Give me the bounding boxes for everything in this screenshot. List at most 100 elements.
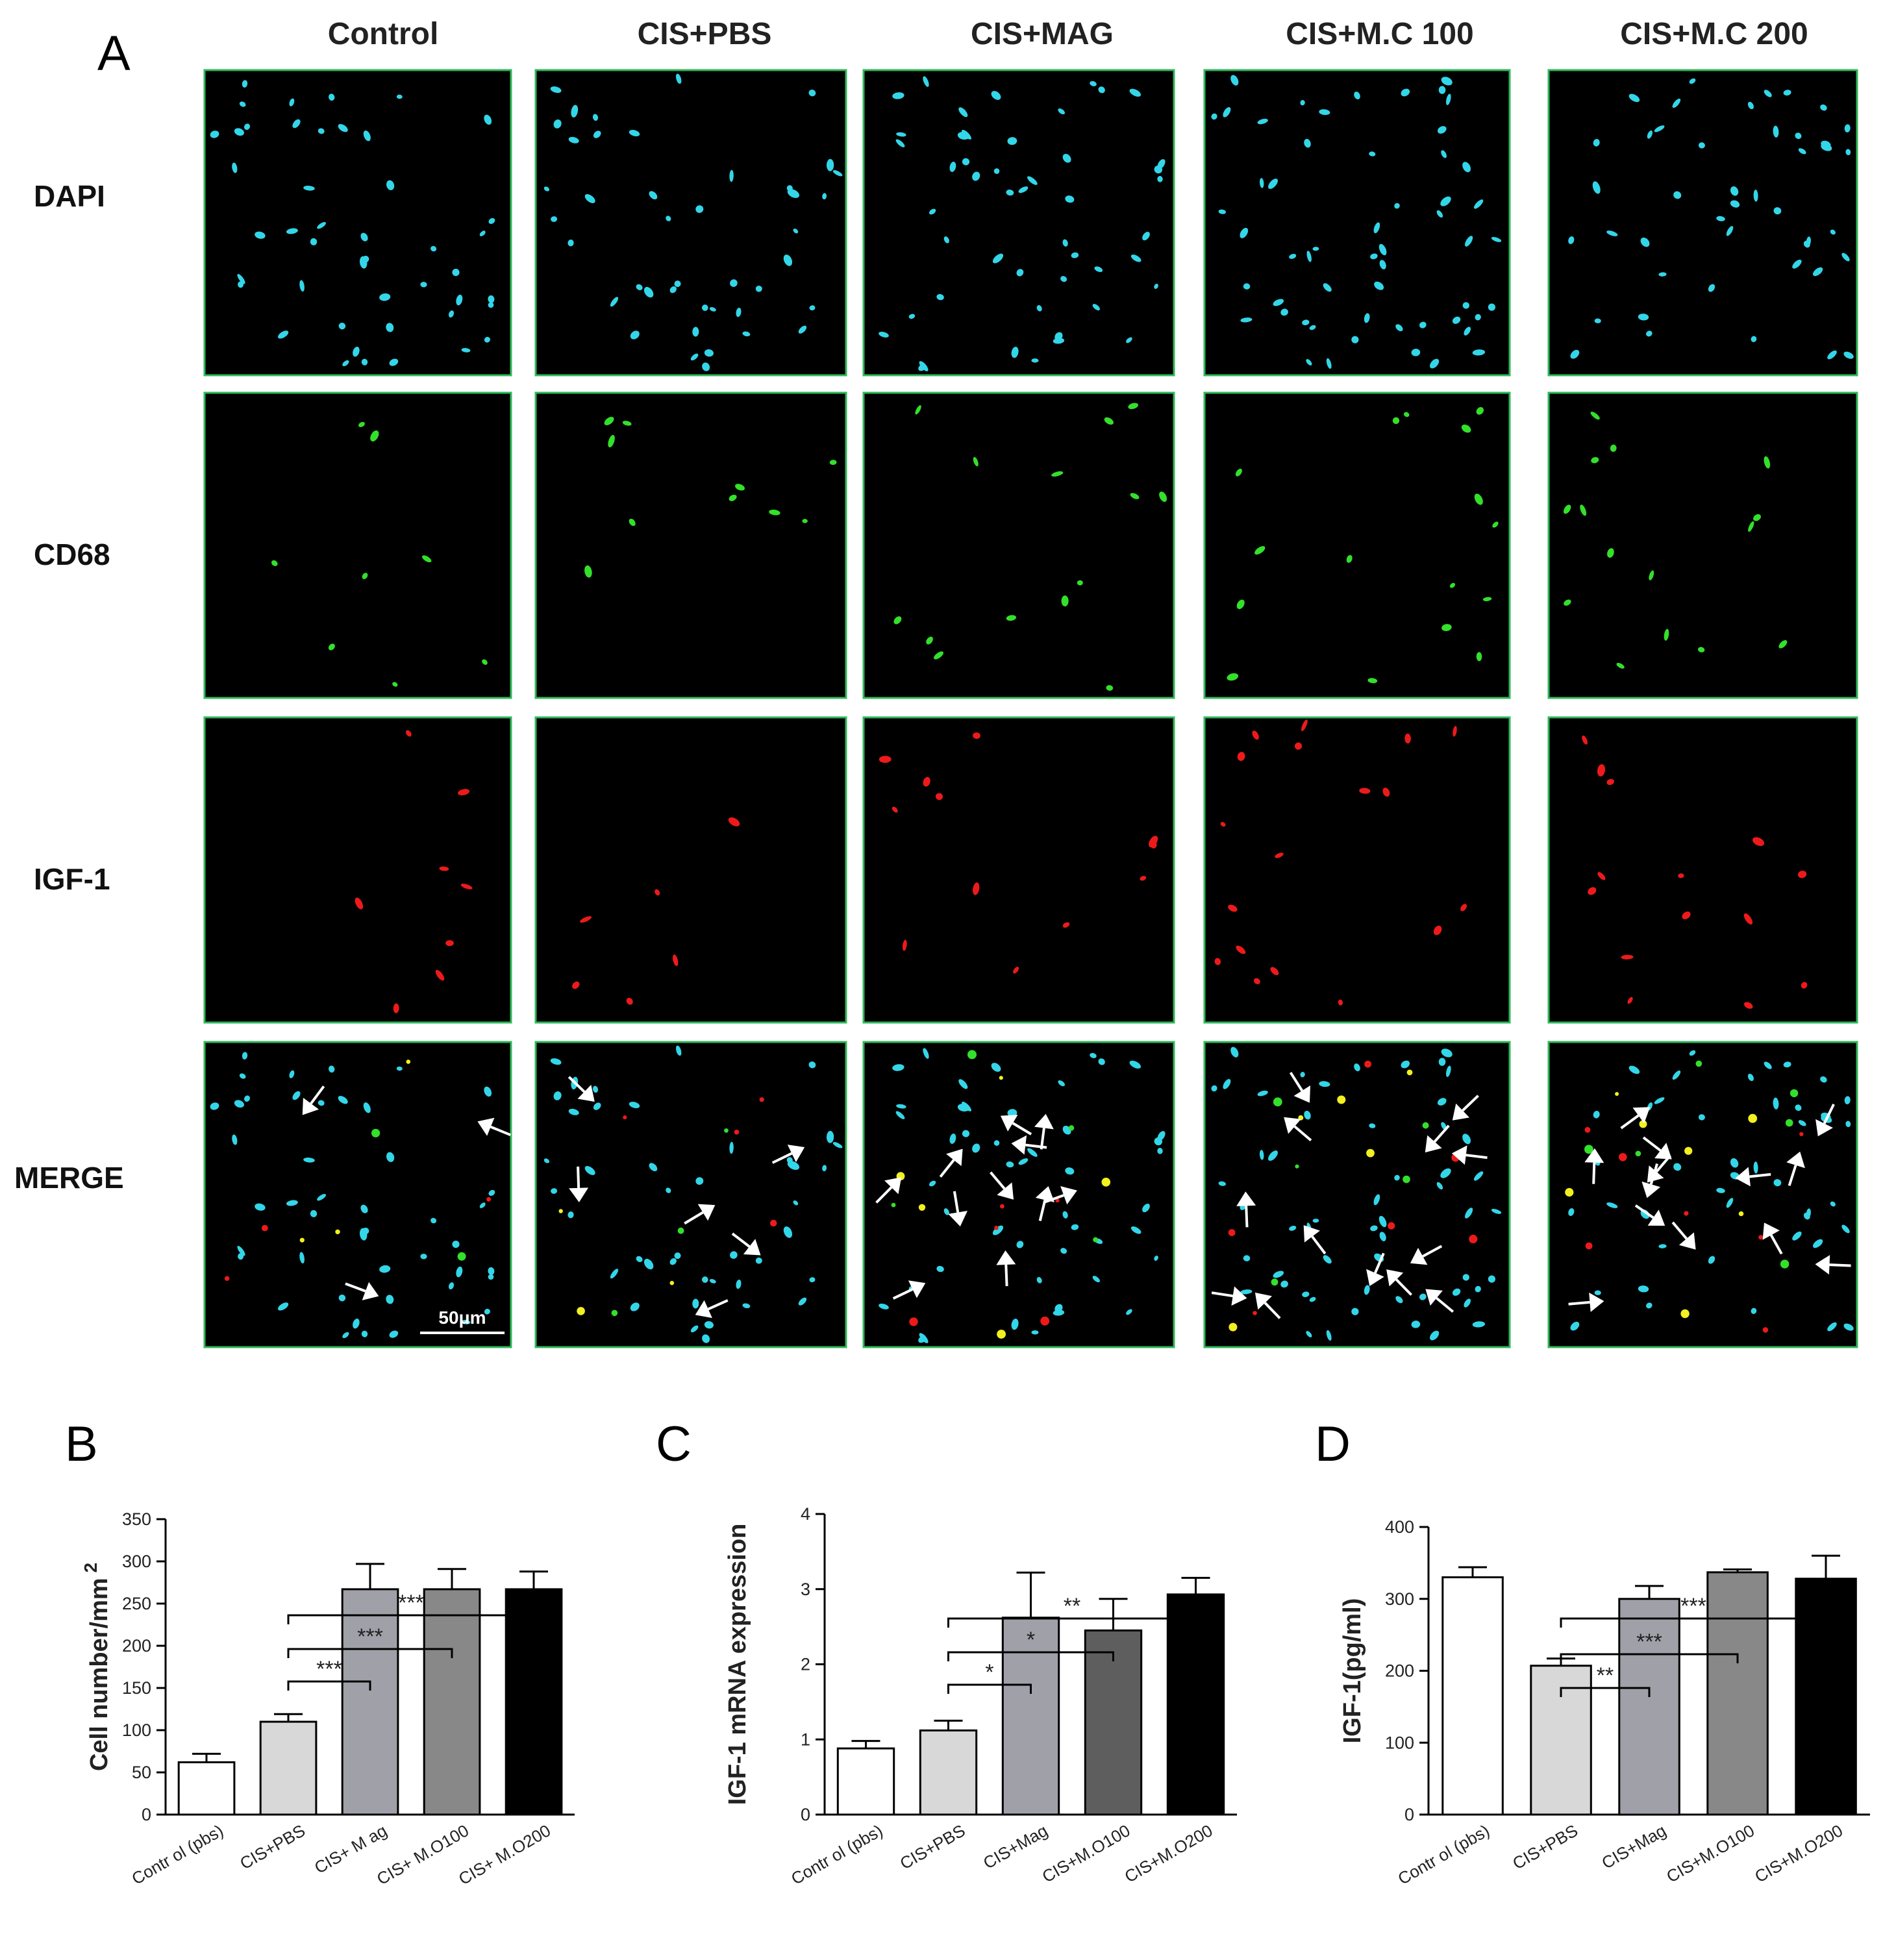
- significance-bracket: [1560, 1617, 1827, 1628]
- colocalized-spot: [1584, 1126, 1591, 1133]
- nucleus-spot: [1401, 1060, 1410, 1069]
- nucleus-spot: [1476, 652, 1482, 662]
- nucleus-spot: [1820, 104, 1827, 111]
- bar: [177, 1761, 236, 1816]
- nucleus-spot: [342, 360, 349, 367]
- nucleus-spot: [244, 1095, 250, 1102]
- nucleus-spot: [1411, 1321, 1421, 1328]
- nucleus-spot: [1844, 124, 1851, 132]
- nucleus-spot: [361, 358, 368, 366]
- nucleus-spot: [1813, 1239, 1823, 1248]
- nucleus-spot: [1301, 719, 1308, 732]
- y-tick-label: 1: [801, 1730, 810, 1749]
- nucleus-spot: [1783, 90, 1791, 96]
- nucleus-spot: [310, 238, 318, 245]
- nucleus-spot: [1142, 1203, 1150, 1213]
- nucleus-spot: [879, 1303, 889, 1309]
- nucleus-spot: [1753, 190, 1758, 202]
- nucleus-spot: [993, 1140, 1000, 1146]
- colocalized-spot: [1785, 1119, 1793, 1127]
- nucleus-spot: [1157, 1148, 1163, 1154]
- nucleus-spot: [1060, 1248, 1067, 1254]
- nucleus-spot: [1054, 1304, 1063, 1313]
- colocalized-spot: [1684, 1147, 1693, 1155]
- nucleus-spot: [798, 1297, 807, 1306]
- nucleus-spot: [1154, 1137, 1163, 1146]
- nucleus-spot: [482, 659, 488, 665]
- arrow-marker: [1425, 1289, 1454, 1313]
- nucleus-spot: [973, 882, 980, 895]
- nucleus-spot: [1154, 1256, 1158, 1261]
- colocalized-spot: [1000, 1204, 1004, 1209]
- nucleus-spot: [1268, 179, 1278, 190]
- bar: [1166, 1593, 1225, 1816]
- arrow-marker: [345, 1282, 379, 1300]
- nucleus-spot: [389, 358, 399, 366]
- nucleus-spot: [361, 1330, 368, 1337]
- nucleus-spot: [1597, 872, 1606, 880]
- panel-letter-d: D: [1315, 1417, 1351, 1472]
- nucleus-spot: [1379, 260, 1386, 269]
- nucleus-spot: [1128, 403, 1138, 410]
- nucleus-spot: [1726, 1198, 1734, 1208]
- nucleus-spot: [1011, 1319, 1019, 1330]
- nucleus-spot: [1126, 1309, 1132, 1315]
- colocalized-spot: [994, 1226, 999, 1230]
- arrow-marker: [1425, 1124, 1450, 1153]
- nucleus-spot: [1395, 324, 1403, 332]
- arrow-head: [1647, 1165, 1664, 1183]
- colocalized-spot: [669, 1280, 675, 1285]
- micrograph-igf-1-5: [1547, 716, 1858, 1024]
- nucleus-spot: [1228, 904, 1238, 912]
- nucleus-spot: [962, 158, 970, 166]
- nucleus-spot: [543, 1158, 550, 1163]
- nucleus-spot: [360, 232, 368, 242]
- nucleus-spot: [893, 616, 902, 625]
- nucleus-spot: [1594, 1290, 1601, 1295]
- arrow-marker: [1762, 1222, 1783, 1255]
- significance-bracket: [1560, 1653, 1739, 1663]
- colocalized-spot: [1762, 1327, 1769, 1333]
- nucleus-spot: [1492, 521, 1499, 528]
- arrow-shaft: [1749, 1172, 1771, 1178]
- nucleus-spot: [1378, 1215, 1387, 1228]
- nucleus-spot: [299, 1252, 305, 1264]
- nucleus-spot: [1326, 1330, 1332, 1341]
- nucleus-spot: [1257, 1090, 1268, 1097]
- nucleus-spot: [286, 1200, 298, 1206]
- nucleus-spot: [210, 130, 219, 138]
- arrow-shaft: [1293, 1125, 1312, 1142]
- nucleus-spot: [676, 73, 682, 84]
- nucleus-spot: [895, 139, 905, 147]
- nucleus-spot: [1438, 86, 1446, 94]
- nucleus-spot: [1464, 1298, 1471, 1308]
- micrograph-merge-5: [1547, 1041, 1858, 1348]
- arrow-marker: [1815, 1255, 1851, 1275]
- nucleus-spot: [1453, 726, 1457, 737]
- nucleus-spot: [1438, 1058, 1446, 1066]
- nucleus-spot: [1129, 1060, 1141, 1069]
- nucleus-spot: [1018, 1158, 1029, 1165]
- colocalized-spot: [997, 1330, 1006, 1339]
- nucleus-spot: [695, 205, 704, 213]
- micrograph-frame: [1547, 716, 1858, 1024]
- nucleus-spot: [1474, 493, 1483, 505]
- nucleus-spot: [299, 280, 305, 292]
- nucleus-spot: [396, 1066, 403, 1071]
- y-tick-label: 150: [122, 1678, 151, 1698]
- arrow-shaft: [310, 1085, 325, 1104]
- arrow-shaft: [1462, 1095, 1479, 1111]
- arrow-head: [477, 1117, 495, 1136]
- nucleus-spot: [430, 245, 437, 252]
- nucleus-spot: [484, 336, 490, 343]
- nucleus-spot: [923, 76, 929, 87]
- nucleus-spot: [1289, 1226, 1297, 1231]
- y-tick-label: 0: [801, 1805, 810, 1824]
- arrow-head: [302, 1097, 319, 1115]
- nucleus-spot: [1071, 1224, 1079, 1230]
- nucleus-spot: [926, 636, 933, 645]
- nucleus-spot: [755, 1257, 762, 1264]
- nucleus-spot: [1783, 1061, 1791, 1068]
- micrograph-merge-3: [862, 1041, 1175, 1348]
- nucleus-spot: [666, 1187, 671, 1193]
